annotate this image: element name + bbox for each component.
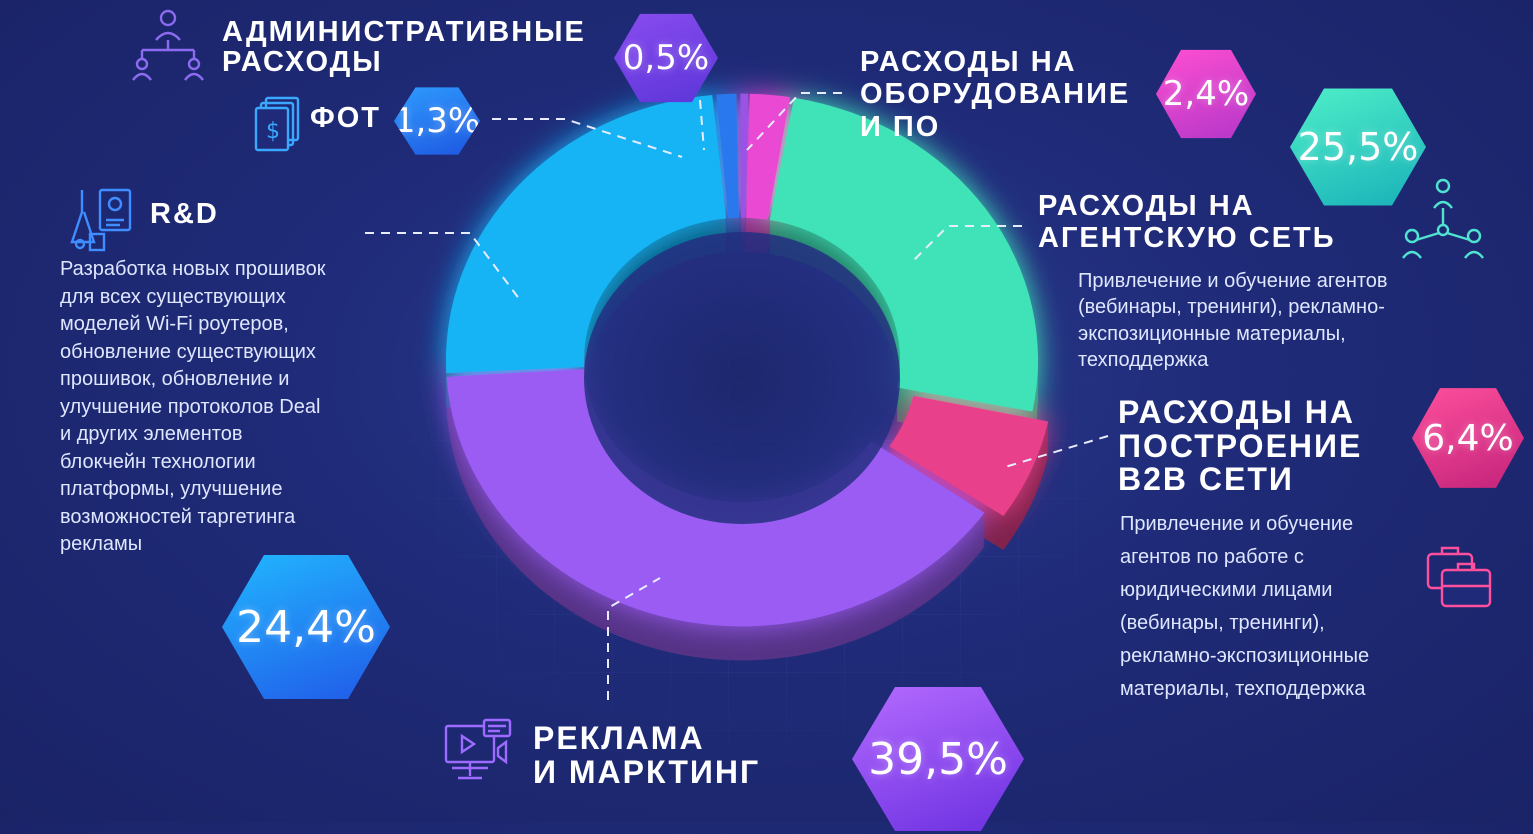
slice-agent (769, 97, 1038, 412)
briefcases-icon (1426, 546, 1492, 608)
value-fot: 1,3% (393, 101, 481, 141)
svg-text:$: $ (266, 119, 280, 144)
label-b2b: РАСХОДЫ НА ПОСТРОЕНИЕ B2B СЕТИ (1118, 394, 1363, 498)
leader-rnd (365, 232, 521, 301)
label-ads: РЕКЛАМА И МАРКТИНГ (533, 720, 761, 790)
org-structure-icon (132, 9, 204, 81)
leader-b2b (1004, 435, 1109, 468)
research-icon (70, 188, 132, 252)
value-agent: 25,5% (1297, 125, 1419, 169)
agent-network-icon (1402, 178, 1484, 259)
value-ads: 39,5% (868, 733, 1008, 785)
slice-equipment (746, 93, 791, 220)
slice-fot (716, 93, 739, 219)
slice-admin (740, 93, 749, 218)
leader-equipment (746, 92, 842, 151)
leader-admin (699, 99, 705, 151)
slice-b2b (889, 395, 1049, 517)
value-badge-rnd: 24,4% (222, 555, 390, 699)
slice-ads (446, 368, 985, 627)
value-admin: 0,5% (622, 38, 710, 78)
value-badge-ads: 39,5% (852, 687, 1024, 831)
desc-b2b: Привлечение и обучение агентов по работе… (1120, 513, 1370, 700)
value-badge-fot: 1,3% (393, 87, 481, 155)
label-rnd: R&D (150, 198, 219, 230)
label-fot: ФОТ (310, 102, 382, 134)
media-marketing-icon (444, 718, 512, 780)
label-equipment: РАСХОДЫ НА ОБОРУДОВАНИЕ И ПО (860, 46, 1131, 143)
leader-fot (492, 118, 683, 158)
slice-rnd (446, 94, 727, 374)
leader-agent (911, 225, 1022, 263)
desc-rnd: Разработка новых прошивок для всех сущес… (60, 258, 326, 555)
donut-slices (446, 93, 1049, 627)
value-rnd: 24,4% (236, 601, 376, 653)
label-admin: АДМИНИСТРАТИВНЫЕ РАСХОДЫ (222, 16, 586, 78)
donut-hole (584, 232, 900, 524)
money-bills-icon: $ (254, 96, 300, 152)
value-b2b: 6,4% (1422, 417, 1514, 459)
desc-agent: Привлечение и обучение агентов (вебинары… (1078, 270, 1388, 372)
label-agent: РАСХОДЫ НА АГЕНТСКУЮ СЕТЬ (1038, 190, 1336, 255)
value-equipment: 2,4% (1162, 74, 1250, 114)
leader-ads (607, 577, 661, 700)
